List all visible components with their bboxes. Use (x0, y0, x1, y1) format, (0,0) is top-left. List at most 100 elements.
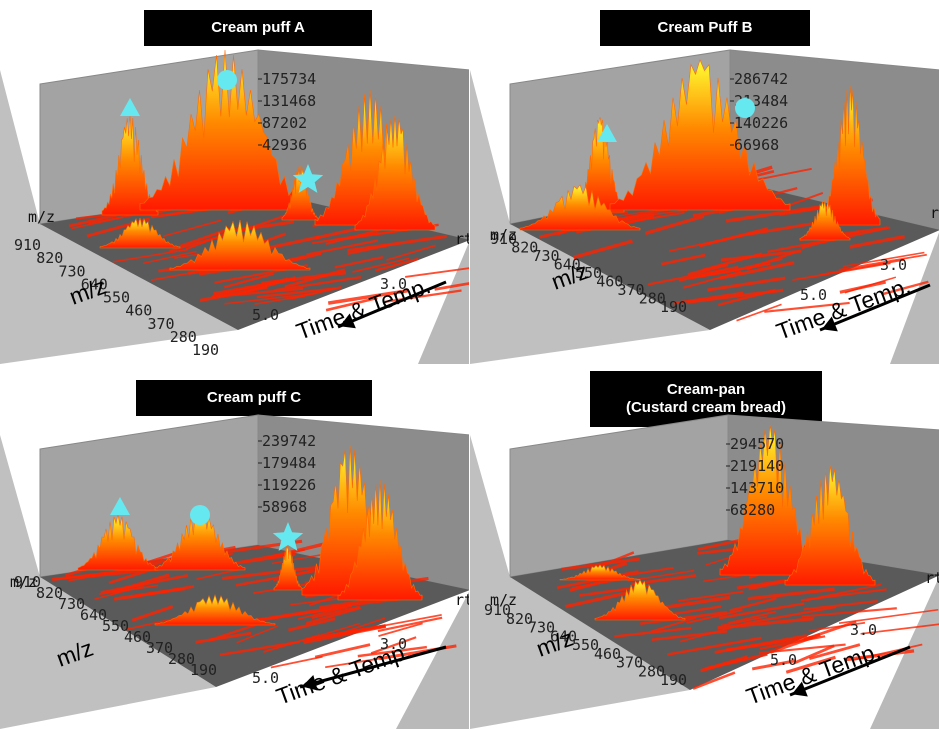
signal-trace (256, 287, 337, 299)
signal-trace (306, 239, 379, 256)
signal-trace (679, 623, 744, 643)
rt-tick-label: 3.0 (880, 256, 907, 274)
circle-marker (217, 70, 237, 90)
side-wall-right (890, 220, 939, 364)
signal-trace (128, 585, 195, 599)
signal-trace (342, 617, 386, 634)
signal-trace (142, 250, 197, 265)
signal-trace (820, 258, 905, 276)
signal-trace (800, 588, 887, 602)
signal-trace (327, 288, 410, 305)
intensity-peak (609, 59, 791, 211)
mz-tick-label: 640 (80, 606, 107, 624)
z-tick-label: 42936 (262, 136, 307, 154)
signal-trace (666, 636, 762, 656)
chart-title: Cream puff A (144, 10, 372, 46)
chart-panel-b: Cream Puff B 286742 213484 140226 66968 910 8… (470, 0, 939, 364)
title-text: Cream Puff B (657, 19, 753, 36)
mz-tick-label: 190 (192, 341, 219, 359)
signal-trace (849, 234, 905, 249)
signal-trace (793, 644, 835, 665)
z-tick-label: 87202 (262, 114, 307, 132)
signal-trace (162, 219, 222, 238)
signal-trace (838, 608, 939, 624)
mz-tick-label: 280 (639, 290, 666, 308)
signal-trace (808, 643, 861, 661)
signal-trace (640, 610, 728, 626)
signal-trace (212, 277, 289, 298)
signal-trace (573, 239, 633, 260)
signal-trace (631, 574, 697, 586)
subtitle-text: (Custard cream bread) (625, 399, 787, 416)
signal-trace (111, 573, 170, 594)
intensity-peak (169, 219, 311, 271)
mz-corner-label: m/z (10, 573, 37, 591)
chart-title: Cream-pan (Custard cream bread) (590, 371, 822, 427)
signal-trace (378, 622, 423, 637)
signal-trace (168, 234, 224, 253)
z-tick-label: 143710 (730, 479, 784, 497)
chart-title: Cream Puff B (600, 10, 810, 46)
signal-trace (325, 657, 383, 669)
surface-plot: 2867422134841402266696891082073064055046… (470, 49, 939, 364)
side-wall-left (470, 435, 690, 729)
mz-corner-label: m/z (490, 226, 517, 244)
time-arrow (789, 645, 911, 697)
signal-trace (112, 248, 189, 263)
signal-trace (325, 296, 378, 312)
signal-trace (314, 643, 371, 659)
mz-tick-label: 820 (506, 610, 533, 628)
signal-trace (357, 645, 428, 658)
signal-trace (311, 605, 361, 619)
arrow-head (301, 675, 318, 691)
signal-trace (386, 244, 436, 262)
intensity-peak (77, 514, 159, 571)
mz-tick-label: 640 (550, 627, 577, 645)
mz-tick-label: 910 (14, 573, 41, 591)
signal-trace (236, 625, 279, 644)
side-wall-right (396, 585, 469, 729)
signal-trace (305, 606, 361, 625)
signal-trace (195, 631, 252, 644)
mz-tick-label: 730 (58, 595, 85, 613)
signal-trace (255, 603, 353, 623)
title-text: Cream puff A (211, 19, 305, 36)
rt-axis-label: rt (925, 569, 939, 587)
mz-corner-label: m/z (490, 591, 517, 609)
intensity-peak (354, 114, 436, 231)
signal-trace (219, 640, 300, 657)
intensity-peak (559, 564, 641, 581)
signal-trace (334, 255, 384, 269)
title-text: Cream puff C (206, 389, 302, 406)
signal-trace (196, 568, 241, 581)
signal-trace (288, 617, 336, 632)
signal-trace (767, 240, 822, 253)
signal-trace (650, 616, 697, 633)
signal-trace (347, 243, 393, 256)
signal-trace (851, 643, 923, 662)
mz-tick-label: 460 (125, 302, 152, 320)
signal-trace (801, 607, 897, 618)
triangle-marker (110, 497, 130, 515)
signal-trace (131, 605, 174, 622)
signal-trace (374, 257, 419, 272)
signal-trace (692, 671, 736, 690)
mz-tick-label: 730 (528, 619, 555, 637)
signal-trace (434, 282, 469, 291)
signal-trace (273, 276, 362, 292)
signal-trace (660, 253, 706, 266)
intensity-peak (799, 199, 851, 241)
side-wall-left (0, 70, 238, 364)
triangle-marker (597, 124, 617, 142)
signal-trace (704, 652, 768, 671)
triangle-marker (120, 98, 140, 116)
signal-trace (614, 626, 692, 638)
signal-trace (720, 615, 767, 627)
signal-trace (290, 285, 342, 300)
time-arrow (337, 280, 447, 329)
mz-tick-label: 370 (616, 654, 643, 672)
mz-tick-label: 640 (554, 256, 581, 274)
signal-trace (673, 291, 744, 305)
signal-trace (719, 261, 795, 280)
signal-trace (844, 276, 897, 294)
